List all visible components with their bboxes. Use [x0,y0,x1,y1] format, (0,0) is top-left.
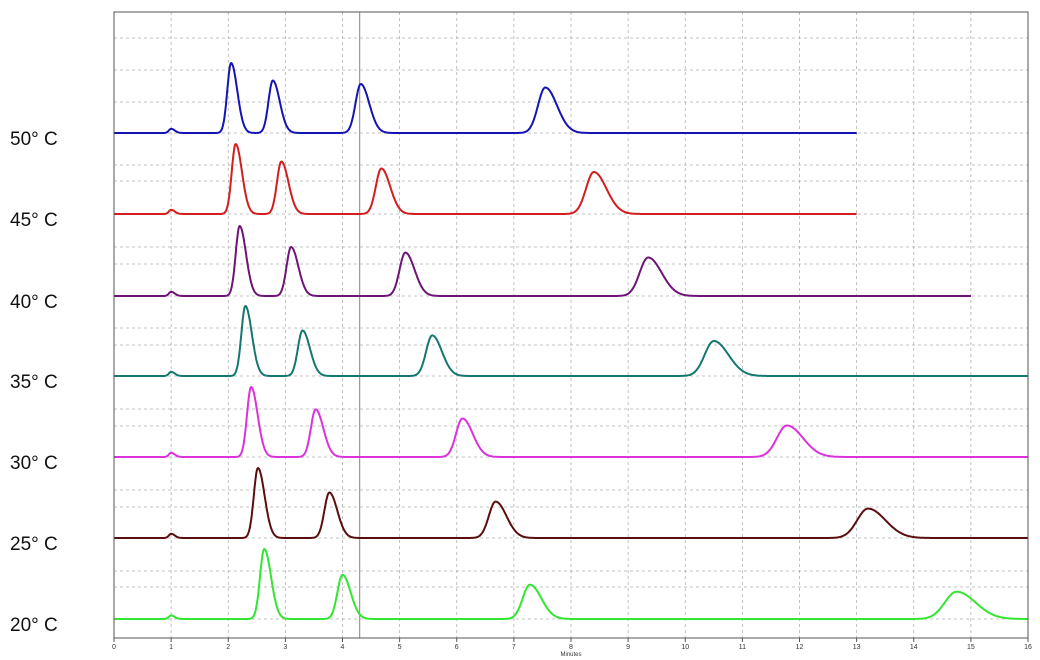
x-tick-label: 13 [853,644,861,651]
x-tick-label: 4 [341,644,345,651]
x-tick-label: 2 [226,644,230,651]
series-label: 35° C [10,372,58,393]
series-label: 20° C [10,615,58,636]
temperature-labels: 50° C 45° C 40° C 35° C 30° C 25° C 20° C [10,129,58,636]
x-tick-label: 16 [1024,644,1032,651]
series-line [113,143,858,215]
x-tick-label: 15 [967,644,975,651]
x-axis: 0 1 2 3 4 5 6 7 8 9 10 11 12 13 14 15 16 [112,638,1032,651]
x-tick-label: 3 [283,644,287,651]
series-label: 50° C [10,129,58,150]
x-tick-label: 7 [512,644,516,651]
x-axis-title: Minutes [560,652,581,658]
series-label: 30° C [10,453,58,474]
x-tick-label: 5 [398,644,402,651]
series-label: 40° C [10,292,58,313]
x-tick-label: 11 [739,644,746,651]
traces [113,62,1029,620]
series-line [113,548,1029,620]
x-tick-label: 8 [569,644,573,651]
series-line [113,467,1029,539]
series-line [113,62,858,134]
x-tick-label: 14 [910,644,918,651]
series-line [113,386,1029,458]
x-tick-label: 10 [681,644,689,651]
series-line [113,225,972,297]
series-label: 45° C [10,210,58,231]
series-line [113,305,1029,377]
x-tick-label: 6 [455,644,459,651]
x-tick-label: 0 [112,644,116,651]
x-tick-label: 12 [796,644,804,651]
x-tick-label: 9 [626,644,630,651]
x-tick-label: 1 [169,644,173,651]
series-label: 25° C [10,534,58,555]
